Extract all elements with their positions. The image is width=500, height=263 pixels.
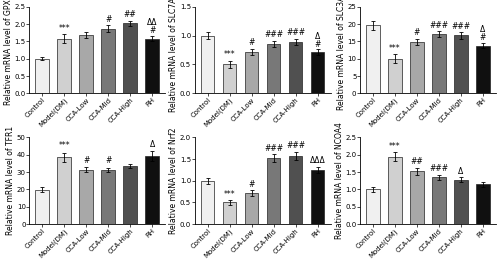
Text: #: # xyxy=(83,156,89,165)
Text: ###: ### xyxy=(430,164,448,173)
Y-axis label: Relative mRNA level of GPX4: Relative mRNA level of GPX4 xyxy=(4,0,13,105)
Y-axis label: Relative mRNA level of TFR1: Relative mRNA level of TFR1 xyxy=(6,126,16,235)
Bar xyxy=(410,171,424,224)
Text: ΔΔ
#: ΔΔ # xyxy=(147,18,158,35)
Bar xyxy=(288,156,302,224)
Bar xyxy=(388,59,402,93)
Text: Δ: Δ xyxy=(150,140,155,149)
Text: ###: ### xyxy=(286,141,305,150)
Bar xyxy=(58,39,71,93)
Bar xyxy=(58,158,71,224)
Bar xyxy=(432,177,446,224)
Bar xyxy=(432,34,446,93)
Bar xyxy=(146,39,159,93)
Text: ***: *** xyxy=(58,24,70,33)
Bar xyxy=(366,26,380,93)
Bar xyxy=(244,193,258,224)
Bar xyxy=(410,42,424,93)
Bar xyxy=(124,166,137,224)
Bar xyxy=(476,45,490,93)
Bar xyxy=(124,23,137,93)
Text: ***: *** xyxy=(58,141,70,150)
Text: ***: *** xyxy=(224,190,235,199)
Text: Δ
#: Δ # xyxy=(314,32,320,49)
Text: ΔΔΔ: ΔΔΔ xyxy=(310,156,326,165)
Bar xyxy=(222,64,236,93)
Text: ###: ### xyxy=(430,21,448,30)
Bar xyxy=(200,181,214,224)
Bar xyxy=(102,170,115,224)
Text: ***: *** xyxy=(389,142,400,151)
Text: #: # xyxy=(248,180,254,189)
Y-axis label: Relative mRNA level of SLC7A11: Relative mRNA level of SLC7A11 xyxy=(170,0,178,112)
Bar xyxy=(454,36,468,93)
Bar xyxy=(36,59,49,93)
Text: #: # xyxy=(414,28,420,37)
Y-axis label: Relative mRNA level of Nrf2: Relative mRNA level of Nrf2 xyxy=(170,128,178,234)
Text: ###: ### xyxy=(264,30,283,39)
Bar xyxy=(310,52,324,93)
Bar xyxy=(266,158,280,224)
Text: ##: ## xyxy=(410,157,423,166)
Bar xyxy=(80,35,93,93)
Bar xyxy=(266,44,280,93)
Text: #: # xyxy=(248,38,254,47)
Bar xyxy=(222,203,236,224)
Y-axis label: Relative mRNA level of SLC3A2: Relative mRNA level of SLC3A2 xyxy=(337,0,346,110)
Bar xyxy=(36,190,49,224)
Bar xyxy=(244,52,258,93)
Bar xyxy=(146,156,159,224)
Text: ***: *** xyxy=(389,44,400,53)
Bar xyxy=(200,36,214,93)
Text: ###: ### xyxy=(264,144,283,153)
Text: ***: *** xyxy=(224,50,235,59)
Bar xyxy=(102,28,115,93)
Bar xyxy=(388,156,402,224)
Bar xyxy=(476,184,490,224)
Y-axis label: Relative mRNA level of NCOA4: Relative mRNA level of NCOA4 xyxy=(334,122,344,239)
Text: ##: ## xyxy=(124,10,136,19)
Bar xyxy=(80,170,93,224)
Bar xyxy=(310,170,324,224)
Bar xyxy=(288,42,302,93)
Bar xyxy=(454,180,468,224)
Text: #: # xyxy=(105,15,112,24)
Text: Δ: Δ xyxy=(458,167,464,176)
Bar xyxy=(366,189,380,224)
Text: #: # xyxy=(105,156,112,165)
Text: Δ
#: Δ # xyxy=(480,25,486,42)
Text: ###: ### xyxy=(452,22,470,31)
Text: ###: ### xyxy=(286,28,305,37)
